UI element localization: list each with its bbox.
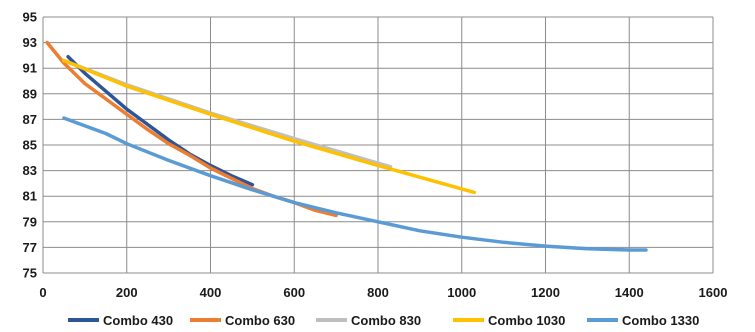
x-tick-label: 1600 (699, 285, 728, 300)
y-tick-label: 91 (23, 61, 37, 76)
x-tick-label: 1200 (531, 285, 560, 300)
y-tick-label: 95 (23, 10, 37, 25)
x-tick-label: 1400 (615, 285, 644, 300)
grid (42, 16, 714, 274)
series-line-combo-1030 (62, 58, 477, 195)
x-tick-label: 1000 (447, 285, 476, 300)
legend-label-combo-1330: Combo 1330 (622, 313, 699, 328)
y-tick-label: 87 (23, 112, 37, 127)
legend-label-combo-1030: Combo 1030 (488, 313, 565, 328)
series-line-combo-430 (66, 54, 255, 187)
series-line-combo-1330 (62, 116, 648, 252)
y-tick-label: 75 (23, 266, 37, 281)
series-lines (45, 40, 648, 252)
axes: 75 77 79 81 83 85 87 89 91 93 95 0 200 400 600 800 1000 1… (23, 10, 728, 301)
legend-label-combo-630: Combo 630 (225, 313, 295, 328)
legend-label-combo-830: Combo 830 (351, 313, 421, 328)
x-tick-label: 600 (283, 285, 305, 300)
y-tick-label: 81 (23, 189, 37, 204)
y-tick-label: 77 (23, 240, 37, 255)
x-tick-label: 800 (367, 285, 389, 300)
x-tick-label: 0 (39, 285, 46, 300)
legend-label-combo-430: Combo 430 (103, 313, 173, 328)
y-tick-label: 83 (23, 163, 37, 178)
x-tick-label: 200 (116, 285, 138, 300)
series-line-combo-830 (62, 58, 393, 169)
legend: Combo 430 Combo 630 Combo 830 Combo 1030 Com… (68, 313, 699, 328)
x-tick-label: 400 (200, 285, 222, 300)
y-tick-label: 79 (23, 214, 37, 229)
y-tick-label: 93 (23, 35, 37, 50)
y-tick-label: 89 (23, 86, 37, 101)
y-tick-label: 85 (23, 138, 37, 153)
